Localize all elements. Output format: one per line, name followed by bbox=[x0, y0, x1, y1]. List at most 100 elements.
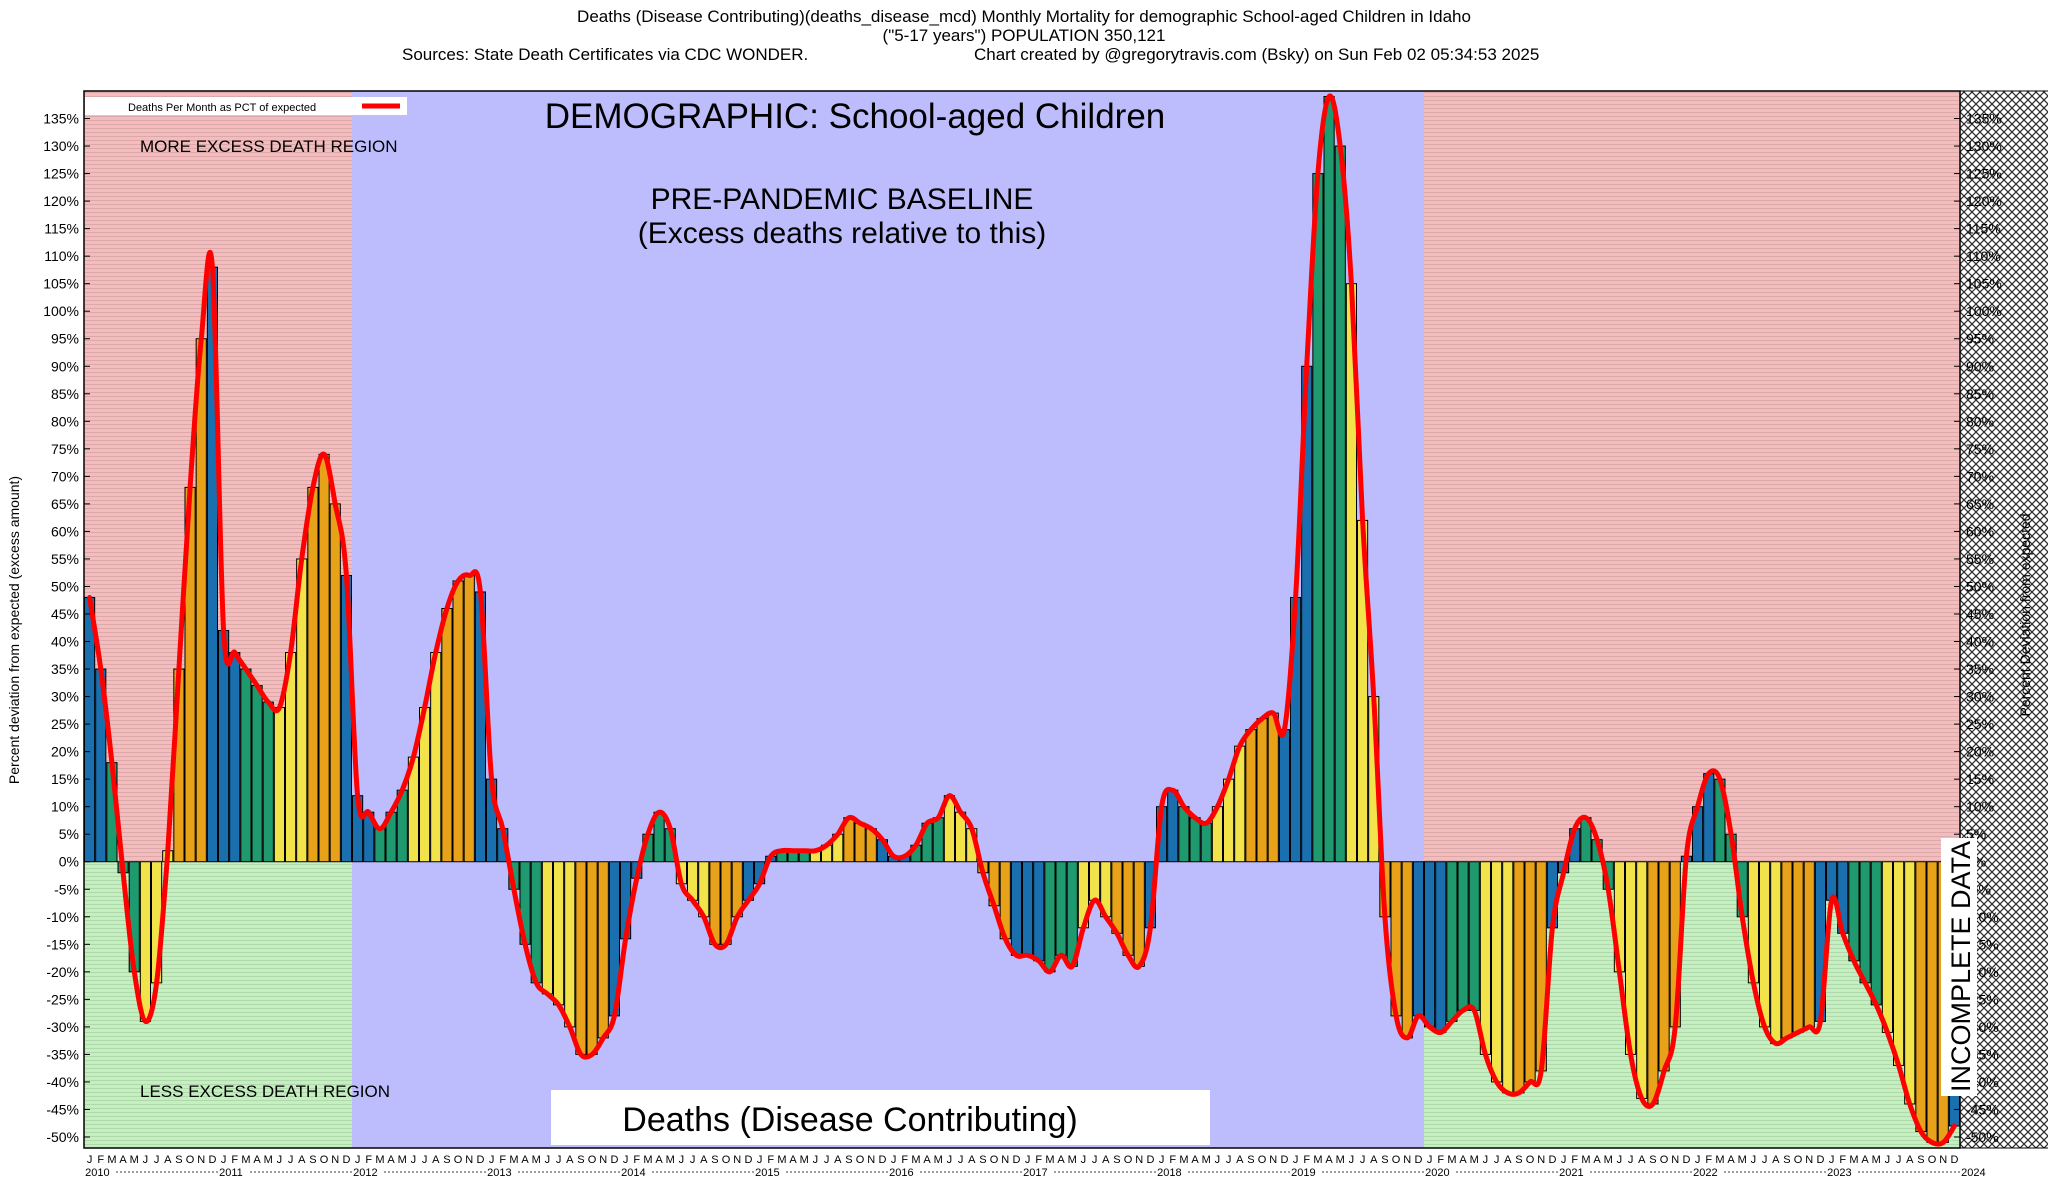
bar bbox=[84, 596, 96, 863]
x-month-label: O bbox=[856, 1154, 865, 1166]
bar bbox=[1658, 861, 1670, 1072]
x-month-label: J bbox=[143, 1154, 149, 1166]
x-month-label: J bbox=[1081, 1154, 1087, 1166]
y-tick-label-right: -50% bbox=[1966, 1129, 1999, 1145]
bar bbox=[1803, 861, 1815, 1028]
x-year-label: 2014 bbox=[621, 1167, 645, 1179]
y-tick-label-left: 30% bbox=[51, 689, 79, 705]
x-month-label: F bbox=[1303, 1154, 1310, 1166]
x-month-label: S bbox=[1247, 1154, 1254, 1166]
bar bbox=[1022, 861, 1034, 956]
x-month-label: N bbox=[599, 1154, 607, 1166]
x-month-label: M bbox=[509, 1154, 518, 1166]
y-tick-label-right: 120% bbox=[1966, 193, 2002, 209]
bar bbox=[575, 861, 587, 1055]
bar bbox=[1848, 861, 1860, 962]
x-year-label: 2016 bbox=[889, 1167, 913, 1179]
y-tick-label-right: 20% bbox=[1966, 744, 1994, 760]
x-month-label: S bbox=[1783, 1154, 1790, 1166]
x-month-label: S bbox=[443, 1154, 450, 1166]
x-month-label: J bbox=[1695, 1154, 1701, 1166]
bar bbox=[441, 607, 453, 863]
x-month-label: J bbox=[1360, 1154, 1366, 1166]
x-month-label: A bbox=[1057, 1154, 1065, 1166]
bar bbox=[597, 861, 609, 1039]
x-year-label: 2021 bbox=[1559, 1167, 1583, 1179]
x-month-label: J bbox=[1427, 1154, 1433, 1166]
x-month-label: A bbox=[1504, 1154, 1512, 1166]
y-tick-label-right: 45% bbox=[1966, 606, 1994, 622]
x-month-label: S bbox=[1649, 1154, 1656, 1166]
x-month-label: J bbox=[545, 1154, 551, 1166]
y-tick-label-left: 70% bbox=[51, 468, 79, 484]
plot-frame bbox=[83, 90, 1961, 1149]
x-month-label: J bbox=[556, 1154, 562, 1166]
bar bbox=[1926, 861, 1938, 1143]
x-month-label: N bbox=[1939, 1154, 1947, 1166]
y-tick-label-right: 80% bbox=[1966, 413, 1994, 429]
bar bbox=[586, 861, 598, 1055]
x-month-label: S bbox=[1917, 1154, 1924, 1166]
x-month-label: O bbox=[1124, 1154, 1133, 1166]
bar bbox=[553, 861, 565, 1006]
bar bbox=[1044, 861, 1056, 973]
metric-label-box bbox=[551, 1090, 1210, 1145]
x-month-label: M bbox=[1045, 1154, 1054, 1166]
y-tick-label-right: 95% bbox=[1966, 331, 1994, 347]
x-month-label: A bbox=[1370, 1154, 1378, 1166]
y-tick-label-right: 30% bbox=[1966, 689, 1994, 705]
bar bbox=[1870, 861, 1882, 1006]
x-month-label: O bbox=[186, 1154, 195, 1166]
x-year-label: 2024 bbox=[1961, 1167, 1985, 1179]
baseline-label-line1: PRE-PANDEMIC BASELINE bbox=[651, 183, 1034, 216]
x-month-label: N bbox=[1671, 1154, 1679, 1166]
x-month-label: A bbox=[1593, 1154, 1601, 1166]
bar bbox=[463, 574, 475, 863]
x-month-label: M bbox=[1336, 1154, 1345, 1166]
x-month-label: M bbox=[375, 1154, 384, 1166]
x-month-label: M bbox=[1470, 1154, 1479, 1166]
x-month-label: F bbox=[901, 1154, 908, 1166]
y-tick-label-left: 110% bbox=[44, 248, 79, 264]
x-month-label: A bbox=[700, 1154, 708, 1166]
x-month-label: S bbox=[1515, 1154, 1522, 1166]
y-tick-label-left: -5% bbox=[54, 881, 79, 897]
x-month-label: J bbox=[623, 1154, 629, 1166]
chart-title: Deaths (Disease Contributing)(deaths_dis… bbox=[577, 7, 1471, 26]
x-month-label: A bbox=[968, 1154, 976, 1166]
y-tick-label-right: -45% bbox=[1966, 1101, 1999, 1117]
x-month-label: M bbox=[934, 1154, 943, 1166]
y-tick-label-right: 90% bbox=[1966, 358, 1994, 374]
y-tick-label-right: 100% bbox=[1966, 303, 2002, 319]
baseline-label-line2: (Excess deaths relative to this) bbox=[638, 217, 1047, 250]
bar bbox=[1826, 861, 1838, 901]
x-month-label: A bbox=[1236, 1154, 1244, 1166]
y-tick-label-left: 35% bbox=[51, 661, 79, 677]
x-month-label: F bbox=[1839, 1154, 1846, 1166]
x-month-label: M bbox=[800, 1154, 809, 1166]
y-tick-label-right: 50% bbox=[1966, 578, 1994, 594]
bar bbox=[1245, 729, 1257, 863]
y-tick-label-left: 80% bbox=[51, 413, 79, 429]
chart-subtitle: ("5-17 years") POPULATION 350,121 bbox=[882, 26, 1166, 45]
x-year-label: 2023 bbox=[1827, 1167, 1851, 1179]
bar bbox=[1792, 861, 1804, 1033]
x-month-label: J bbox=[1483, 1154, 1489, 1166]
x-month-label: F bbox=[767, 1154, 774, 1166]
x-month-label: A bbox=[566, 1154, 574, 1166]
x-month-label: A bbox=[521, 1154, 529, 1166]
x-month-label: F bbox=[1035, 1154, 1042, 1166]
y-tick-label-right: 70% bbox=[1966, 468, 1994, 484]
y-tick-label-left: 125% bbox=[43, 166, 79, 182]
x-month-label: M bbox=[1179, 1154, 1188, 1166]
y-tick-label-right: 15% bbox=[1966, 771, 1994, 787]
x-month-label: J bbox=[757, 1154, 763, 1166]
x-month-label: F bbox=[1705, 1154, 1712, 1166]
x-month-label: A bbox=[253, 1154, 261, 1166]
x-month-label: D bbox=[1012, 1154, 1020, 1166]
bar bbox=[564, 861, 576, 1028]
bar bbox=[452, 580, 464, 863]
x-month-label: J bbox=[1762, 1154, 1768, 1166]
demographic-label: DEMOGRAPHIC: School-aged Children bbox=[545, 97, 1166, 136]
x-month-label: D bbox=[1414, 1154, 1422, 1166]
